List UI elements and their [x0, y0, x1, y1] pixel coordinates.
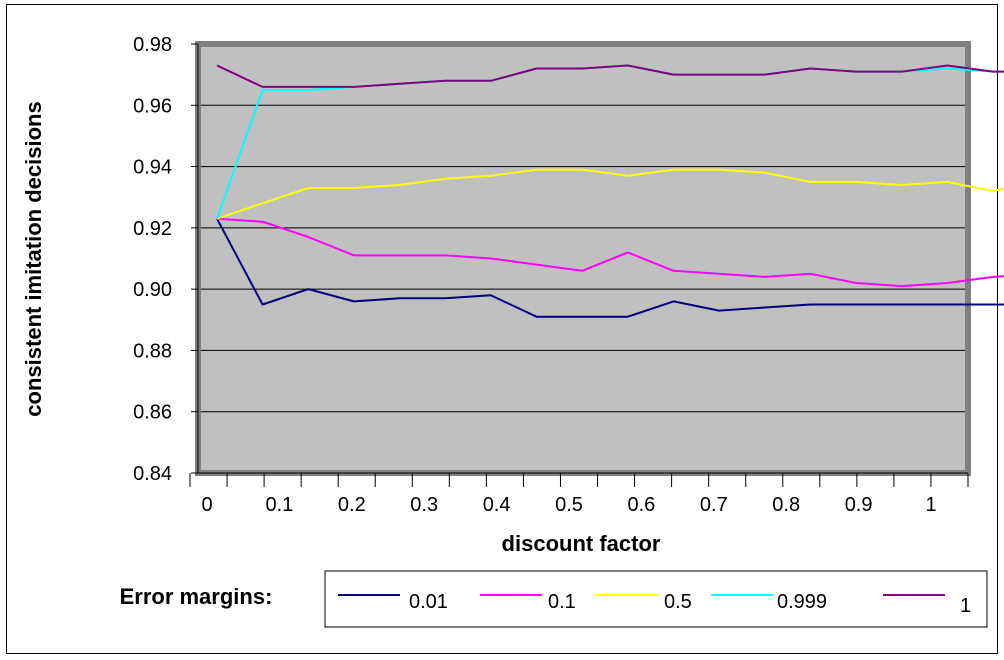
legend-box [324, 570, 988, 628]
x-tick-label: 0.9 [845, 494, 873, 516]
series-line-1 [216, 64, 1004, 88]
x-tick-label: 1 [925, 494, 936, 516]
y-tick-label: 0.86 [133, 402, 172, 424]
x-tick-label: 0 [201, 494, 212, 516]
x-tick-label: 0.4 [483, 494, 511, 516]
y-tick-label: 0.84 [133, 463, 172, 485]
y-tick-label: 0.92 [133, 218, 172, 240]
legend-title: Error margins: [120, 584, 273, 609]
legend: 0.01 0.1 0.5 0.999 1 [324, 570, 988, 628]
chart-frame [6, 4, 998, 654]
axes: 0.84 0.86 0.88 0.90 0.92 0.94 0.96 0.98 0 0.1 0.2 0… [133, 34, 969, 516]
y-tick-label: 0.94 [133, 157, 172, 179]
x-tick-label: 0.2 [338, 494, 366, 516]
legend-label-0.5: 0.5 [664, 591, 692, 613]
y-tick-label: 0.90 [133, 279, 172, 301]
series-line-0.01 [216, 218, 1004, 318]
legend-label-0.01: 0.01 [409, 591, 448, 613]
series-lines [216, 64, 1004, 318]
y-tick-label: 0.98 [133, 34, 172, 56]
x-tick-label: 0.5 [555, 494, 583, 516]
legend-label-0.999: 0.999 [777, 591, 827, 613]
x-tick-label: 0.7 [700, 494, 728, 516]
legend-label-1: 1 [960, 595, 971, 617]
series-line-0.5 [216, 168, 1004, 220]
y-tick-label: 0.96 [133, 95, 172, 117]
x-tick-label: 0.3 [410, 494, 438, 516]
plot-background [195, 41, 971, 476]
gridlines [201, 104, 965, 413]
x-axis-label: discount factor [502, 531, 661, 556]
y-axis-label: consistent imitation decisions [21, 101, 46, 416]
x-tick-label: 0.1 [265, 494, 293, 516]
x-tick-label: 0.8 [772, 494, 800, 516]
plot-area [195, 41, 971, 476]
y-tick-label: 0.88 [133, 340, 172, 362]
x-tick-label: 0.6 [627, 494, 655, 516]
series-line-0.1 [216, 217, 1004, 288]
legend-label-0.1: 0.1 [548, 591, 576, 613]
